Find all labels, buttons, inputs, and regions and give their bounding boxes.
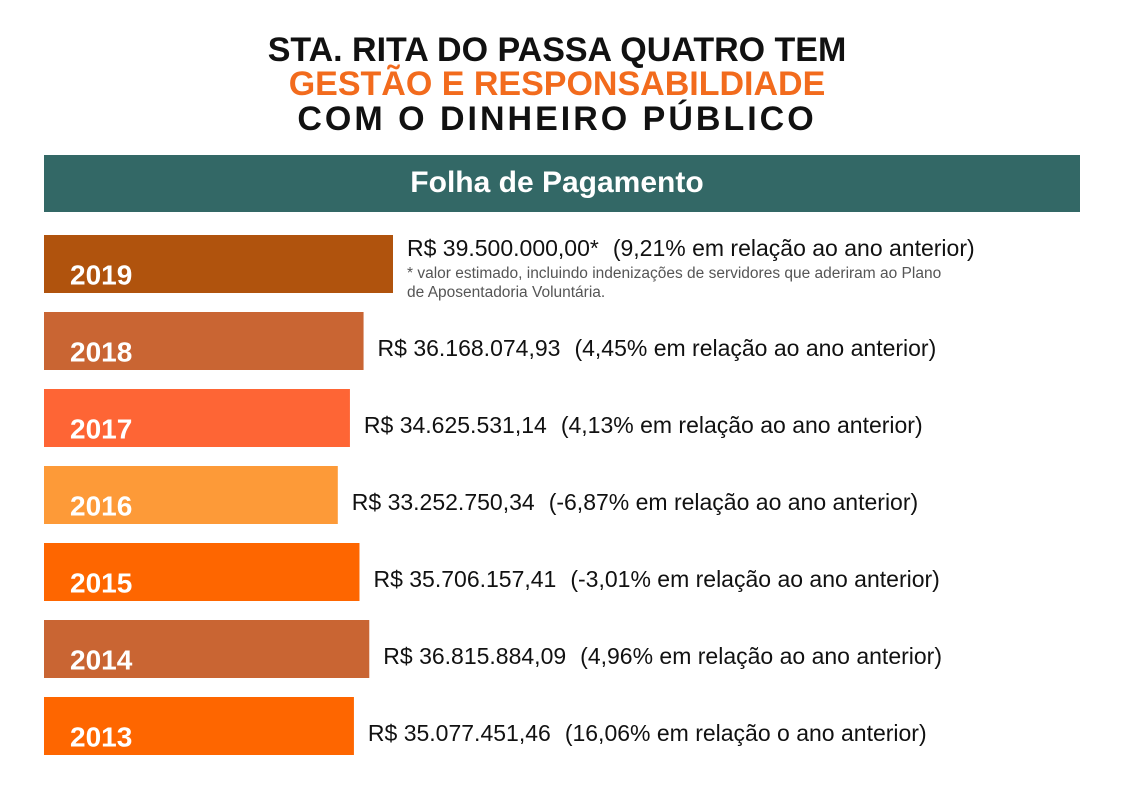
change-note: (-6,87% em relação ao ano anterior) [549,489,918,515]
bar [44,543,360,601]
bar [44,620,370,678]
value-text: R$ 33.252.750,34 (-6,87% em relação ao an… [352,489,918,515]
value-label: R$ 35.077.451,46 [368,720,551,746]
bar [44,235,393,293]
value-label: R$ 39.500.000,00* [407,235,599,261]
change-note: (4,45% em relação ao ano anterior) [574,335,936,361]
change-note: (-3,01% em relação ao ano anterior) [570,566,939,592]
year-label: 2016 [70,490,132,521]
footnote: de Aposentadoria Voluntária. [407,284,605,301]
year-label: 2014 [70,644,133,675]
value-label: R$ 34.625.531,14 [364,412,547,438]
footnote: * valor estimado, incluindo indenizações… [407,265,941,282]
value-text: R$ 39.500.000,00* (9,21% em relação ao an… [407,235,975,261]
value-text: R$ 35.077.451,46 (16,06% em relação o ano… [368,720,927,746]
year-label: 2015 [70,567,132,598]
year-label: 2019 [70,259,132,290]
title-line: COM O DINHEIRO PÚBLICO [297,100,816,138]
change-note: (9,21% em relação ao ano anterior) [613,235,975,261]
bar [44,466,338,524]
value-text: R$ 36.168.074,93 (4,45% em relação ao ano… [378,335,937,361]
change-note: (16,06% em relação o ano anterior) [565,720,927,746]
change-note: (4,96% em relação ao ano anterior) [580,643,942,669]
value-text: R$ 34.625.531,14 (4,13% em relação ao ano… [364,412,923,438]
year-label: 2013 [70,721,132,752]
bar [44,389,350,447]
change-note: (4,13% em relação ao ano anterior) [561,412,923,438]
value-label: R$ 36.815.884,09 [383,643,566,669]
title-line: GESTÃO E RESPONSABILDIADE [289,65,826,103]
title-line: STA. RITA DO PASSA QUATRO TEM [268,31,847,69]
year-label: 2017 [70,413,132,444]
bar [44,312,364,370]
value-label: R$ 35.706.157,41 [373,566,556,592]
value-label: R$ 33.252.750,34 [352,489,535,515]
bar [44,697,354,755]
year-label: 2018 [70,336,132,367]
subtitle: Folha de Pagamento [410,166,703,199]
value-label: R$ 36.168.074,93 [378,335,561,361]
value-text: R$ 35.706.157,41 (-3,01% em relação ao an… [373,566,939,592]
banner [44,155,1080,212]
value-text: R$ 36.815.884,09 (4,96% em relação ao ano… [383,643,942,669]
